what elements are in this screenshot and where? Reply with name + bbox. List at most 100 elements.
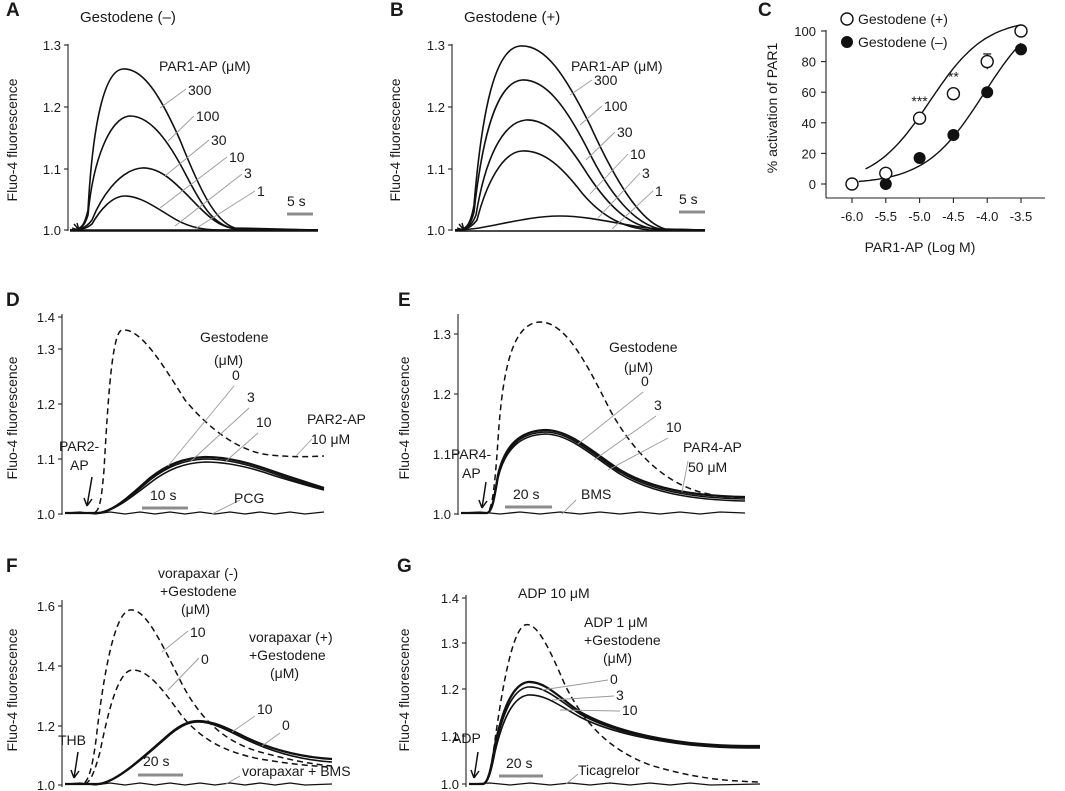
panel-g-ytick: 1.4 <box>441 591 459 606</box>
panel-a-ytick: 1.3 <box>43 38 61 53</box>
panel-g-adp1-unit: (μM) <box>603 650 632 666</box>
panel-d-arrow-icon <box>83 476 93 507</box>
panel-c-xtick: -5.0 <box>908 209 930 224</box>
panel-c-ytick: 0 <box>809 177 816 192</box>
panel-g-adp1-gestodene: +Gestodene <box>584 632 661 648</box>
panel-d-scale-label: 10 s <box>150 487 176 503</box>
panel-d-trace-gest-3 <box>65 458 325 514</box>
panel-letter-a: A <box>6 0 20 21</box>
panel-b-trace-3 <box>454 215 706 231</box>
panel-g-control-label: Ticagrelor <box>578 762 640 778</box>
panel-d-ytick: 1.1 <box>37 452 55 467</box>
panel-e-ytick: 1.2 <box>433 387 451 402</box>
panel-f-ytick: 1.2 <box>37 719 55 734</box>
panel-d-ytick: 1.0 <box>37 507 55 522</box>
panel-b-conc-label: 30 <box>617 124 633 140</box>
panel-d-agonist-label: PAR2-AP <box>307 411 366 427</box>
panel-g-adp1-label: ADP 1 μM <box>584 614 648 630</box>
panel-f-y-ticks: 1.0 1.2 1.4 1.6 <box>37 599 62 791</box>
panel-b-conc-label: 3 <box>642 165 650 181</box>
panel-a-trace-30 <box>69 167 318 231</box>
panel-f-vora-plus-gestodene: +Gestodene <box>249 647 326 663</box>
panel-f-arrow-label: THB <box>58 732 86 748</box>
panel-f-arrow-icon <box>70 751 80 779</box>
panel-f-ytick: 1.0 <box>37 778 55 791</box>
panel-e-control-label: BMS <box>581 486 611 502</box>
panel-f-ytick: 1.4 <box>37 659 55 674</box>
panel-c-ytick: 80 <box>802 55 816 70</box>
panel-d: D Fluo-4 fluorescence 1.0 1.1 1.2 1.3 1.… <box>4 290 366 522</box>
panel-e-trace-par4-ap <box>461 321 746 514</box>
panel-a-conc-label: 300 <box>188 82 212 98</box>
panel-g-trace-ticagrelor <box>468 782 761 786</box>
panel-g-leaders <box>541 679 621 785</box>
panel-c-xtick: -5.5 <box>875 209 897 224</box>
panel-g-dose-label: 10 <box>622 702 638 718</box>
panel-b-y-ticks: 1.0 1.1 1.2 1.3 <box>427 38 452 238</box>
panel-a-trace-10 <box>69 195 318 231</box>
panel-b-conc-label: 100 <box>604 98 628 114</box>
panel-f-scale-label: 20 s <box>143 753 169 769</box>
panel-c-ytick: 100 <box>794 24 816 39</box>
panel-e-y-ticks: 1.0 1.1 1.2 1.3 <box>433 327 458 522</box>
panel-a-leaders <box>159 88 256 230</box>
panel-c-xtick: -4.5 <box>942 209 964 224</box>
panel-f-vora-plus-dose: 10 <box>257 701 273 717</box>
panel-e-agonist-label: PAR4-AP <box>683 439 742 455</box>
panel-f-trace-vora-bms <box>64 782 333 786</box>
panel-c-point-gestodene-minus <box>913 151 926 164</box>
panel-f: F Fluo-4 fluorescence 1.0 1.2 1.4 1.6 vo… <box>4 556 351 791</box>
panel-a-conc-label: 1 <box>257 183 265 199</box>
panel-b-ytick: 1.1 <box>427 162 445 177</box>
panel-d-ytick: 1.2 <box>37 397 55 412</box>
panel-f-trace-vora-plus-gest-0 <box>65 721 333 785</box>
panel-letter-g: G <box>397 556 412 577</box>
panel-f-vora-minus-gestodene: +Gestodene <box>160 583 237 599</box>
panel-b-ytick: 1.0 <box>427 223 445 238</box>
panel-f-vora-minus-dose: 0 <box>201 651 209 667</box>
panel-g-dose-label: 3 <box>616 687 624 703</box>
panel-a-conc-label: 10 <box>229 149 245 165</box>
panel-c-series-gestodene-plus <box>845 24 1028 191</box>
panel-e-leaders <box>561 391 689 515</box>
panel-c-point-gestodene-minus <box>981 86 994 99</box>
panel-g-trace-adp1-gest-10 <box>469 694 761 785</box>
panel-a-legend-title: PAR1-AP (μM) <box>159 58 251 74</box>
panel-f-vora-minus-unit: (μM) <box>181 601 210 617</box>
panel-c-legend-open: Gestodene (+) <box>858 11 948 27</box>
panel-g-arrow-label: ADP <box>452 730 481 746</box>
panel-c-ytick: 20 <box>802 146 816 161</box>
panel-c-fit-gestodene-minus <box>858 42 1022 183</box>
panel-c-point-gestodene-plus <box>980 54 994 69</box>
panel-c-fit-gestodene-plus <box>865 24 1022 170</box>
panel-d-y-ticks: 1.0 1.1 1.2 1.3 1.4 <box>37 310 62 522</box>
panel-letter-b: B <box>390 0 404 21</box>
panel-a: A Gestodene (–) Fluo-4 fluorescence 1.0 … <box>4 0 319 238</box>
panel-e-dose-label: 0 <box>641 373 649 389</box>
panel-d-control-label: PCG <box>234 490 264 506</box>
panel-d-trace-gest-10 <box>65 461 325 514</box>
panel-d-dose-label: 10 <box>256 414 272 430</box>
panel-b-trace-10 <box>454 150 705 231</box>
panel-c-xtick: -6.0 <box>841 209 863 224</box>
panel-f-leaders <box>161 630 281 785</box>
panel-c-ylabel: % activation of PAR1 <box>764 43 780 174</box>
panel-c-sig-annotation: ** <box>948 69 959 85</box>
panel-e-arrow-icon <box>478 481 488 509</box>
panel-g-ytick: 1.2 <box>441 682 459 697</box>
panel-g-scale-label: 20 s <box>506 755 532 771</box>
panel-a-arrow-icon <box>71 222 80 231</box>
panel-b-conc-label: 10 <box>630 146 646 162</box>
panel-g: G Fluo-4 fluorescence 1.0 1.1 1.2 1.3 1.… <box>396 556 761 791</box>
panel-a-conc-label: 30 <box>211 132 227 148</box>
panel-f-trace-vora-minus-gest-10 <box>65 609 333 785</box>
panel-b-ytick: 1.2 <box>427 100 445 115</box>
panel-c-legend-filled-marker <box>841 36 853 48</box>
panel-d-trace-gest-0 <box>65 455 325 515</box>
panel-e-ytick: 1.0 <box>433 507 451 522</box>
panel-a-conc-label: 3 <box>244 165 252 181</box>
panel-c-point-gestodene-minus <box>879 178 892 190</box>
panel-f-trace-vora-minus-gest-0 <box>65 669 333 785</box>
panel-d-dose-label: 3 <box>247 389 255 405</box>
